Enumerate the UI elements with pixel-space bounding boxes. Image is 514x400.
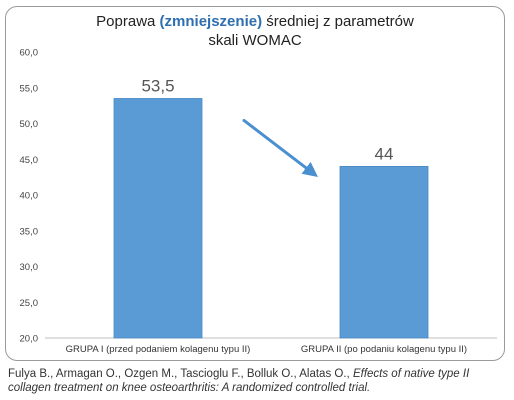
bar-chart: 20,0 25,0 30,0 35,0 40,0 45,0 50,0 55,0 60,0 53,… — [20, 48, 497, 355]
bar — [113, 98, 203, 339]
y-tick-label: 25,0 — [20, 298, 39, 309]
y-tick-label: 55,0 — [20, 83, 39, 94]
citation: Fulya B., Armagan O., Ozgen M., Tasciogl… — [8, 367, 508, 395]
data-label: 44 — [375, 144, 394, 163]
chart-title-text: Poprawa — [96, 13, 160, 30]
citation-authors: Fulya B., Armagan O., Ozgen M., Tasciogl… — [8, 368, 350, 380]
chart-title: Poprawa (zmniejszenie) średniej z parame… — [5, 12, 505, 50]
data-labels: 53,5 44 — [141, 76, 393, 163]
citation-title: Effects of native type II collagen treat… — [8, 368, 470, 394]
chart-title-text-end: średniej z parametrów — [262, 13, 414, 30]
y-tick-label: 35,0 — [20, 226, 39, 237]
chart-title-emphasis: (zmniejszenie) — [159, 13, 263, 30]
y-tick-label: 40,0 — [20, 191, 39, 202]
y-axis-ticks: 20,0 25,0 30,0 35,0 40,0 45,0 50,0 55,0 60,0 — [20, 48, 39, 345]
y-tick-label: 20,0 — [20, 334, 39, 345]
x-axis-labels: GRUPA I (przed podaniem kolagenu typu II… — [66, 344, 467, 355]
x-tick-label: GRUPA I (przed podaniem kolagenu typu II… — [66, 344, 251, 355]
y-tick-label: 60,0 — [20, 48, 39, 59]
bar — [339, 165, 429, 339]
y-tick-label: 30,0 — [20, 262, 39, 273]
y-tick-label: 50,0 — [20, 119, 39, 130]
bars — [113, 98, 429, 339]
trend-arrow-icon — [242, 118, 318, 177]
x-tick-label: GRUPA II (po podaniu kolagenu typu II) — [301, 344, 467, 355]
data-label: 53,5 — [141, 76, 174, 95]
chart-title-line2: skali WOMAC — [208, 32, 302, 49]
y-tick-label: 45,0 — [20, 155, 39, 166]
